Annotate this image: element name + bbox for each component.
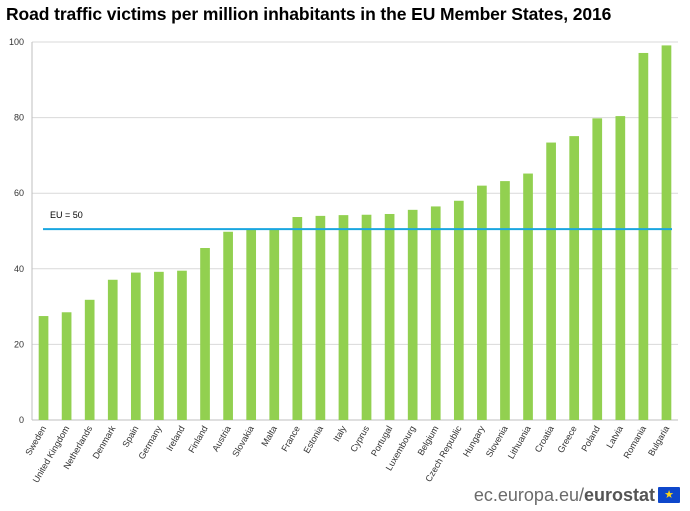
- eu-flag-icon: [658, 487, 680, 503]
- y-tick-label: 0: [19, 415, 24, 425]
- gridlines: [32, 41, 678, 345]
- bar: [592, 118, 603, 420]
- bar: [84, 299, 95, 420]
- bar: [269, 228, 280, 420]
- x-tick-label: Lithuania: [506, 424, 533, 461]
- bar: [523, 173, 533, 420]
- x-tick-label: Denmark: [91, 424, 118, 461]
- bar: [546, 142, 556, 420]
- x-tick-label: Poland: [579, 424, 602, 453]
- x-tick-label: Greece: [555, 424, 578, 455]
- x-tick-label: Croatia: [533, 424, 556, 454]
- x-tick-label: Slovenia: [484, 424, 510, 459]
- bar: [223, 231, 233, 420]
- y-tick-label: 100: [9, 37, 24, 47]
- bar: [477, 185, 487, 420]
- bar: [130, 272, 141, 420]
- chart-title: Road traffic victims per million inhabit…: [6, 4, 612, 24]
- bars: [38, 45, 672, 420]
- x-tick-label: Austria: [210, 424, 233, 453]
- x-tick-label: Ireland: [164, 424, 186, 453]
- reference-line-group: EU = 50: [43, 210, 672, 231]
- bar: [407, 209, 418, 420]
- bar: [200, 248, 210, 420]
- x-tick-label: Romania: [621, 424, 648, 460]
- bar: [154, 271, 164, 420]
- x-tick-label: Slovakia: [230, 424, 256, 458]
- bar: [61, 312, 72, 420]
- x-tick-label: Latvia: [604, 424, 625, 450]
- x-tick-label: Italy: [331, 424, 348, 444]
- x-tick-label: Cyprus: [348, 424, 371, 454]
- bar: [500, 181, 510, 420]
- bar: [615, 116, 626, 420]
- x-tick-label: Germany: [136, 424, 163, 461]
- bar: [338, 215, 349, 420]
- bar: [246, 228, 257, 420]
- bar: [661, 45, 672, 420]
- bar: [453, 200, 464, 420]
- x-tick-label: Estonia: [301, 424, 325, 455]
- bar: [177, 270, 187, 420]
- x-tick-label: Malta: [259, 424, 279, 448]
- y-tick-label: 20: [14, 339, 24, 349]
- x-tick-label: France: [279, 424, 302, 453]
- x-tick-label: Bulgaria: [646, 424, 671, 458]
- bar: [569, 136, 580, 420]
- x-tick-label: Sweden: [23, 424, 48, 457]
- y-tick-label: 60: [14, 188, 24, 198]
- x-tick-label: Finland: [186, 424, 209, 455]
- bar: [638, 52, 649, 420]
- y-tick-label: 80: [14, 113, 24, 123]
- bar: [430, 206, 441, 420]
- bar: [361, 214, 372, 420]
- bar: [107, 279, 118, 420]
- x-tick-label: Spain: [120, 424, 140, 449]
- x-tick-label: Hungary: [461, 424, 487, 459]
- x-tick-label: Portugal: [369, 424, 394, 458]
- bar: [38, 316, 49, 420]
- y-tick-label: 40: [14, 264, 24, 274]
- eu-average-label: EU = 50: [50, 210, 83, 220]
- bar: [315, 215, 326, 420]
- footer-site: ec.europa.eu/: [473, 484, 584, 505]
- x-tick-label: Belgium: [416, 424, 441, 457]
- footer-logo: ec.europa.eu/eurostat: [474, 483, 680, 507]
- footer-brand: eurostat: [583, 484, 655, 505]
- bar: [292, 217, 303, 420]
- bar: [384, 213, 395, 420]
